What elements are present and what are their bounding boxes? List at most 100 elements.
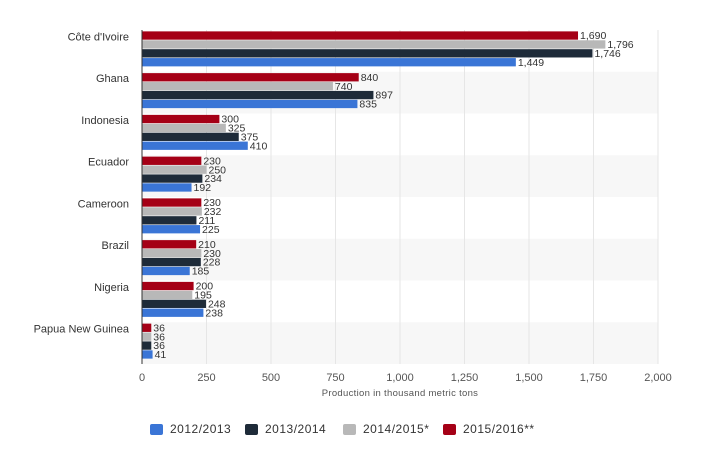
value-label: 195: [194, 290, 212, 302]
legend-swatch: [150, 424, 163, 435]
bar: [142, 281, 194, 291]
value-label: 185: [192, 266, 210, 278]
value-label: 36: [153, 331, 165, 343]
bar: [142, 198, 202, 207]
x-tick-label: 1,000: [386, 372, 414, 384]
category-label: Brazil: [101, 240, 129, 252]
bar: [142, 332, 152, 341]
value-label: 228: [203, 257, 221, 269]
value-label: 230: [203, 248, 221, 260]
bar: [142, 266, 190, 276]
x-tick-label: 500: [262, 372, 280, 384]
value-label: 200: [196, 281, 214, 293]
x-tick-labels: 0 250 500 750 1,000 1,250 1,500 1,750 2,000: [139, 372, 672, 384]
legend-item: 2013/2014: [245, 422, 326, 436]
x-tick-label: 1,750: [580, 372, 608, 384]
value-label: 36: [153, 322, 165, 334]
bar: [142, 123, 226, 133]
bar: [142, 165, 207, 174]
category-label: Nigeria: [94, 282, 130, 294]
bar: [142, 73, 359, 82]
bar: [142, 58, 516, 67]
value-label: 740: [335, 81, 353, 93]
value-label: 1,449: [518, 57, 544, 69]
value-label: 230: [203, 197, 221, 209]
value-label: 192: [194, 182, 212, 194]
value-label: 1,746: [594, 48, 620, 60]
legend-item: 2014/2015*: [343, 422, 429, 436]
value-label: 325: [228, 123, 246, 135]
bar: [142, 40, 606, 49]
value-label: 410: [250, 140, 268, 152]
legend-item: 2015/2016**: [443, 422, 535, 436]
category-label: Ghana: [96, 73, 130, 85]
value-label: 230: [203, 155, 221, 167]
value-label: 835: [359, 99, 377, 111]
bar: [142, 216, 197, 225]
bar: [142, 99, 358, 109]
bar: [142, 82, 333, 91]
value-label: 897: [375, 90, 393, 102]
category-label: Ecuador: [88, 157, 129, 169]
x-tick-label: 2,000: [644, 372, 672, 384]
legend-swatch: [343, 424, 356, 435]
value-label: 1,796: [607, 39, 633, 51]
bar: [142, 183, 192, 192]
value-label: 211: [198, 215, 215, 227]
value-label: 840: [361, 72, 379, 84]
category-label: Indonesia: [81, 115, 130, 127]
bar: [142, 290, 193, 300]
value-label: 1,690: [580, 30, 606, 42]
bar: [142, 323, 152, 332]
value-label: 36: [153, 340, 165, 352]
bar: [142, 156, 202, 165]
category-label: Côte d'Ivoire: [68, 31, 129, 43]
legend-label: 2015/2016**: [463, 422, 535, 436]
category-label: Papua New Guinea: [34, 324, 130, 336]
bar: [142, 240, 197, 249]
bar: [142, 350, 153, 359]
x-tick-label: 250: [197, 372, 215, 384]
x-tick-label: 1,500: [515, 372, 543, 384]
legend-label: 2012/2013: [170, 422, 231, 436]
value-label: 238: [205, 307, 223, 319]
category-labels: Côte d'Ivoire Ghana Indonesia Ecuador Camero…: [34, 31, 130, 335]
value-label: 210: [198, 239, 216, 251]
category-label: Cameroon: [78, 198, 129, 210]
x-tick-label: 1,250: [451, 372, 479, 384]
bar: [142, 90, 374, 100]
value-label: 41: [155, 349, 167, 361]
legend: 2012/2013 2013/2014 2014/2015* 2015/2016**: [150, 422, 535, 436]
bar: [142, 174, 203, 183]
value-label: 225: [202, 224, 220, 236]
value-label: 234: [204, 173, 222, 185]
value-label: 250: [209, 164, 227, 176]
x-tick-label: 750: [326, 372, 344, 384]
bar: [142, 31, 579, 40]
x-tick-label: 0: [139, 372, 145, 384]
value-label: 248: [208, 298, 226, 310]
value-label: 375: [241, 131, 259, 143]
bar: [142, 207, 202, 216]
legend-label: 2014/2015*: [363, 422, 429, 436]
bar: [142, 249, 202, 258]
legend-label: 2013/2014: [265, 422, 326, 436]
legend-swatch: [245, 424, 258, 435]
bar: [142, 141, 248, 150]
bar: [142, 114, 220, 124]
bar: [142, 132, 239, 141]
bars: [142, 31, 606, 359]
bar: [142, 225, 201, 234]
bar: [142, 308, 204, 317]
value-label: 232: [204, 206, 222, 218]
bar: [142, 257, 201, 267]
value-label: 300: [221, 114, 239, 126]
x-axis-title: Production in thousand metric tons: [322, 388, 478, 399]
bar: [142, 341, 152, 350]
legend-swatch: [443, 424, 456, 435]
bar: [142, 49, 593, 58]
legend-item: 2012/2013: [150, 422, 231, 436]
bar: [142, 299, 206, 308]
